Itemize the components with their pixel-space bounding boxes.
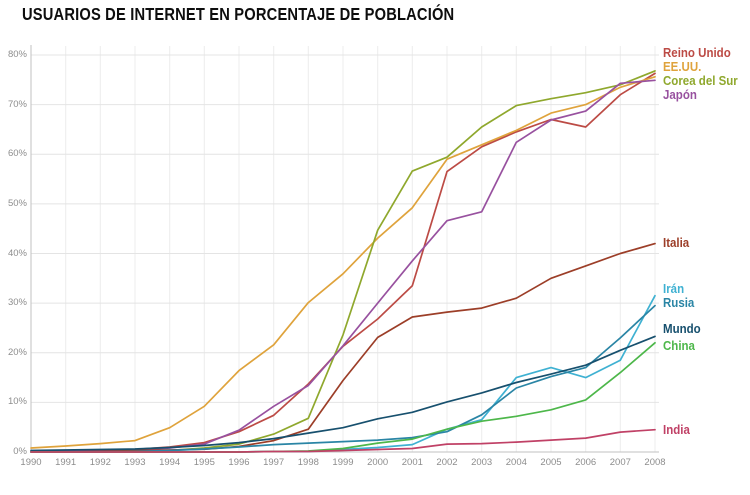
y-tick-label-40pct: 40% [7, 247, 27, 259]
legend-label-china: China [663, 339, 695, 353]
x-tick-label-2006: 2006 [575, 457, 597, 468]
y-tick-label-80pct: 80% [7, 49, 27, 60]
legend-label-mundo: Mundo [663, 322, 701, 336]
x-tick-label-1991: 1991 [55, 457, 77, 468]
x-tick-label-1998: 1998 [297, 457, 319, 468]
legend-label-iran: Irán [663, 282, 685, 296]
series-line-italia [30, 242, 656, 453]
x-tick-label-2001: 2001 [401, 457, 423, 468]
y-tick-label-50pct: 50% [7, 197, 27, 209]
legend-label-rusia: Rusia [663, 296, 695, 310]
x-tick-label-2002: 2002 [436, 457, 458, 468]
y-tick-label-0pct: 0% [13, 446, 27, 457]
legend-label-eeuu: EE.UU. [663, 60, 702, 74]
y-tick-label-30pct: 30% [7, 297, 27, 309]
x-tick-label-1990: 1990 [20, 457, 42, 468]
y-tick-label-60pct: 60% [7, 148, 27, 160]
x-tick-label-2003: 2003 [471, 457, 493, 468]
series-line-eeuu [30, 75, 656, 449]
legend-label-corea-del-sur: Corea del Sur [663, 74, 738, 88]
x-tick-label-1995: 1995 [193, 457, 215, 468]
x-tick-label-2007: 2007 [609, 457, 631, 468]
y-tick-label-70pct: 70% [7, 98, 27, 110]
x-tick-label-1992: 1992 [89, 457, 111, 468]
y-tick-label-20pct: 20% [7, 346, 27, 358]
x-tick-label-1997: 1997 [263, 457, 285, 468]
x-tick-label-1993: 1993 [124, 457, 146, 468]
legend-label-india: India [663, 423, 690, 437]
legend-label-italia: Italia [663, 236, 690, 250]
x-tick-label-1996: 1996 [228, 457, 250, 468]
series-line-mundo [30, 335, 656, 452]
x-tick-label-2000: 2000 [367, 457, 389, 468]
legend-label-reino-unido: Reino Unido [663, 46, 731, 60]
x-tick-label-1994: 1994 [159, 457, 181, 468]
x-tick-label-2005: 2005 [540, 457, 562, 468]
chart-title: USUARIOS DE INTERNET EN PORCENTAJE DE PO… [22, 4, 455, 24]
x-tick-label-2004: 2004 [505, 457, 527, 468]
y-tick-label-10pct: 10% [7, 396, 27, 408]
series-line-india [30, 428, 656, 453]
x-tick-label-1999: 1999 [332, 457, 354, 468]
legend-label-japon: Japón [663, 88, 697, 102]
x-tick-label-2008: 2008 [644, 457, 666, 468]
